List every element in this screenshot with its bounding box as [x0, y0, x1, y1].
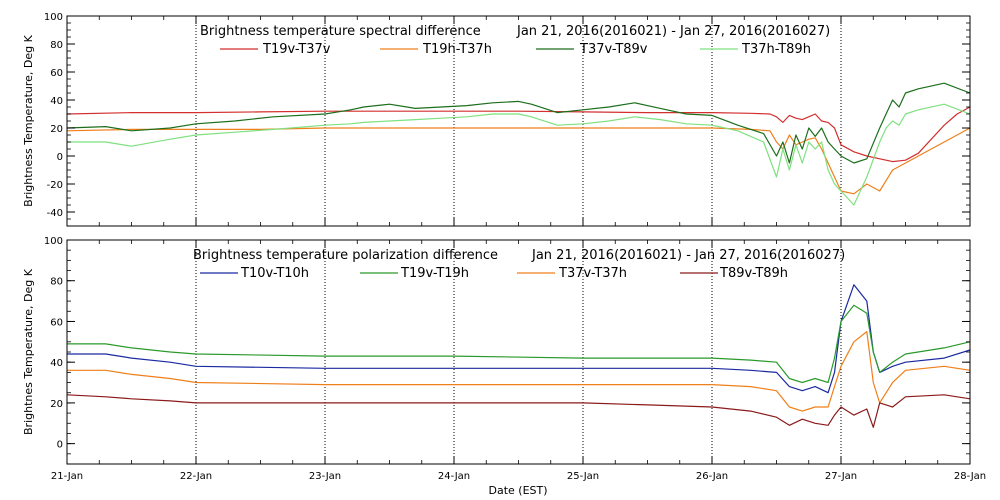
chart-date-range: Jan 21, 2016(2016021) - Jan 27, 2016(201…	[531, 248, 845, 263]
series-line-t19v-t19h	[67, 304, 971, 384]
chart-title: Brightness temperature spectral differen…	[200, 24, 481, 39]
legend-label-t37v-t89v: T37v-T89v	[579, 42, 648, 57]
legend-label-t89v-t89h: T89v-T89h	[719, 266, 788, 281]
y-tick-label: 80	[50, 40, 63, 51]
x-tick-label-27-jan: 27-Jan	[825, 471, 857, 482]
y-tick-label: -40	[47, 208, 63, 219]
y-tick-label: 0	[57, 152, 63, 163]
y-tick-label: 60	[50, 68, 63, 79]
series-line-t19v-t37v	[66, 106, 971, 163]
y-tick-label: 40	[50, 358, 63, 369]
x-tick-label-23-jan: 23-Jan	[309, 471, 341, 482]
chart-title: Brightness temperature polarization diff…	[193, 248, 498, 263]
y-axis-title: Brightnes Temperature, Deg K	[22, 268, 35, 435]
y-tick-label: 60	[50, 317, 63, 328]
y-tick-label: 0	[57, 440, 63, 451]
legend-label-t10v-t10h: T10v-T10h	[240, 266, 309, 281]
series-line-t37h-t89h	[67, 103, 971, 206]
panel-polarization-difference: 0 20 40 60 80 100 21-Jan 22-Jan 23-Jan 24-Jan 25-J…	[22, 236, 986, 482]
x-tick-label-21-jan: 21-Jan	[51, 471, 83, 482]
legend-label-t37v-t37h: T37v-T37h	[558, 266, 627, 281]
y-tick-label: 100	[44, 12, 63, 23]
chart-date-range: Jan 21, 2016(2016021) - Jan 27, 2016(201…	[516, 24, 830, 39]
y-tick-label: 20	[50, 124, 63, 135]
x-tick-label-25-jan: 25-Jan	[567, 471, 599, 482]
x-tick-label-28-jan: 28-Jan	[954, 471, 986, 482]
plot-frame	[66, 15, 971, 227]
y-tick-label: 40	[50, 96, 63, 107]
legend-label-t19v-t37v: T19v-T37v	[262, 42, 331, 57]
x-tick-label-22-jan: 22-Jan	[180, 471, 212, 482]
y-tick-label: -20	[47, 180, 63, 191]
legend-label-t19h-t37h: T19h-T37h	[422, 42, 492, 57]
y-tick-label: 80	[50, 277, 63, 288]
y-axis-title: Brightness Temperature, Deg K	[22, 34, 35, 206]
x-tick-label-26-jan: 26-Jan	[696, 471, 728, 482]
x-axis-title: Date (EST)	[488, 484, 547, 497]
panel-spectral-difference: -40 -20 0 20 40 60 80 100 Brightness temperature…	[22, 12, 971, 227]
series-line-t37v-t89v	[66, 82, 971, 164]
series-line-t10v-t10h	[67, 284, 971, 394]
legend-label-t19v-t19h: T19v-T19h	[400, 266, 469, 281]
y-tick-label: 20	[50, 399, 63, 410]
legend-label-t37h-t89h: T37h-T89h	[741, 42, 811, 57]
x-tick-label-24-jan: 24-Jan	[438, 471, 470, 482]
series-line-t89v-t89h	[66, 394, 971, 428]
y-tick-label: 100	[44, 236, 63, 247]
